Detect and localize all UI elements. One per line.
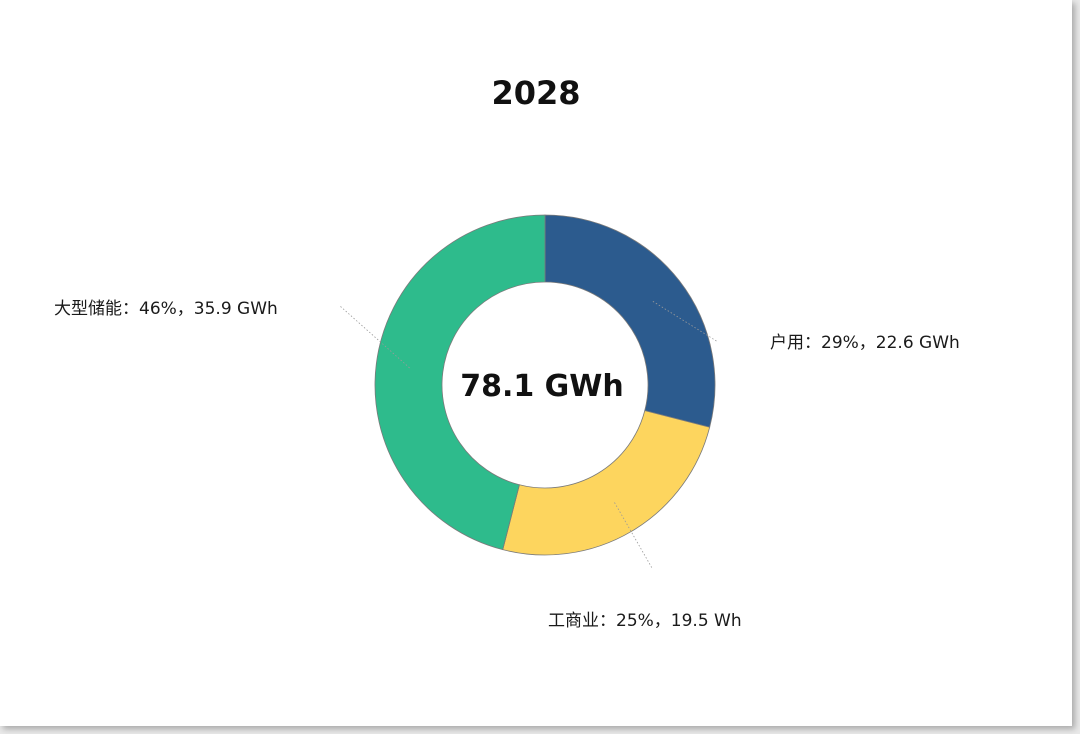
donut-slice-3: [374, 214, 546, 551]
slice-label-1: 户用：29%，22.6 GWh: [770, 333, 960, 353]
slice-label-3: 大型储能：46%，35.9 GWh: [54, 299, 278, 319]
leader-line-1: [652, 300, 719, 343]
slice-label-2: 工商业：25%，19.5 Wh: [548, 611, 742, 631]
chart-title: 2028: [491, 74, 581, 112]
donut-slice-2: [502, 410, 711, 556]
center-total-label: 78.1 GWh: [460, 369, 624, 404]
leader-line-3: [339, 305, 410, 369]
donut-slice-1: [544, 214, 716, 428]
